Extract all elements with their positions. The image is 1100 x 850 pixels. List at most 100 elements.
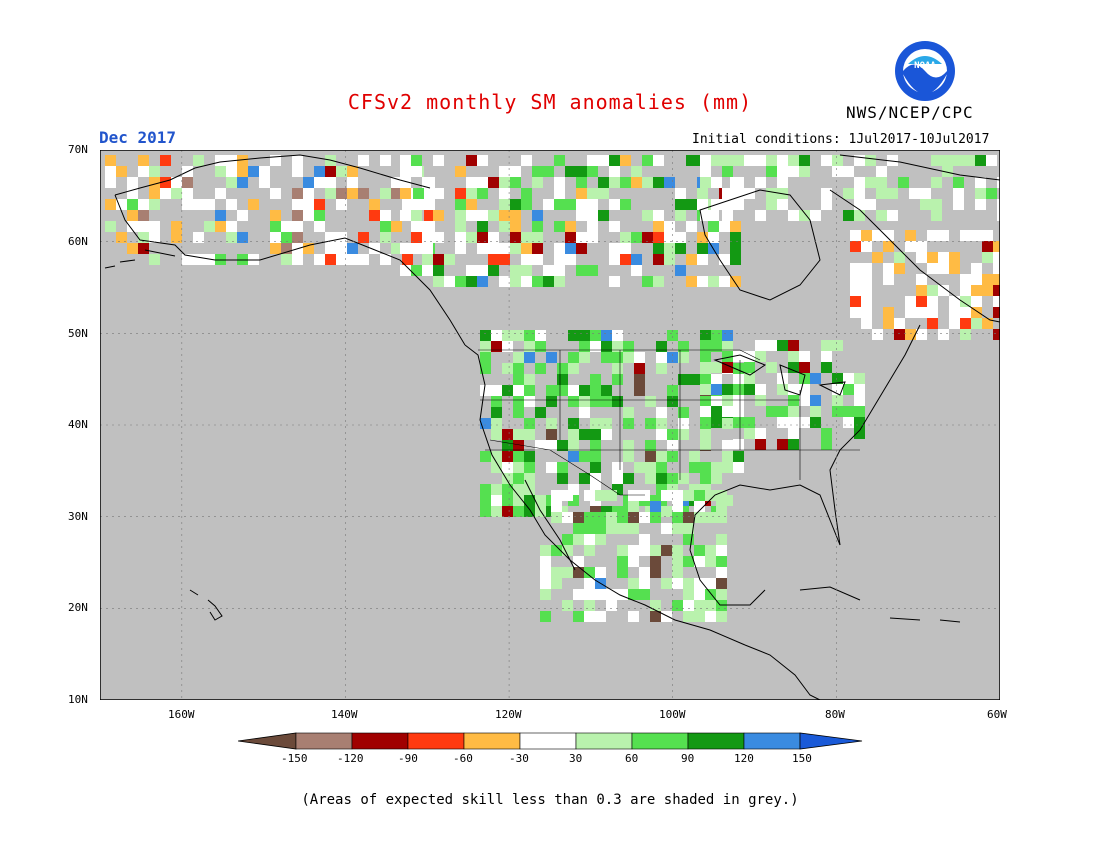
anomaly-cell bbox=[488, 265, 499, 276]
anomaly-cell bbox=[325, 166, 336, 177]
anomaly-cell bbox=[982, 285, 993, 296]
anomaly-cell bbox=[667, 330, 678, 341]
anomaly-cell bbox=[672, 545, 683, 556]
anomaly-cell bbox=[722, 341, 733, 352]
anomaly-cell bbox=[810, 373, 821, 384]
anomaly-cell bbox=[708, 232, 719, 243]
anomaly-cell bbox=[653, 210, 664, 221]
anomaly-cell bbox=[722, 210, 733, 221]
anomaly-cell bbox=[380, 188, 391, 199]
anomaly-cell bbox=[821, 199, 832, 210]
anomaly-cell bbox=[916, 285, 927, 296]
anomaly-cell bbox=[861, 285, 872, 296]
anomaly-cell bbox=[612, 462, 623, 473]
anomaly-cell bbox=[524, 396, 535, 407]
anomaly-cell bbox=[938, 263, 949, 274]
anomaly-cell bbox=[433, 254, 444, 265]
anomaly-cell bbox=[697, 243, 708, 254]
anomaly-cell bbox=[422, 254, 433, 265]
anomaly-cell bbox=[755, 351, 766, 362]
anomaly-cell bbox=[705, 512, 716, 523]
anomaly-cell bbox=[788, 351, 799, 362]
anomaly-cell bbox=[733, 384, 744, 395]
anomaly-cell bbox=[850, 241, 861, 252]
anomaly-cell bbox=[634, 374, 645, 385]
anomaly-cell bbox=[477, 155, 488, 166]
anomaly-cell bbox=[953, 199, 964, 210]
anomaly-cell bbox=[733, 451, 744, 462]
anomaly-cell bbox=[584, 512, 595, 523]
anomaly-cell bbox=[722, 155, 733, 166]
anomaly-cell bbox=[502, 330, 513, 341]
anomaly-cell bbox=[325, 232, 336, 243]
anomaly-cell bbox=[105, 155, 116, 166]
anomaly-cell bbox=[182, 177, 193, 188]
anomaly-cell bbox=[916, 252, 927, 263]
anomaly-cell bbox=[557, 385, 568, 396]
anomaly-cell bbox=[535, 363, 546, 374]
anomaly-cell bbox=[628, 523, 639, 534]
anomaly-cell bbox=[543, 276, 554, 287]
anomaly-cell bbox=[532, 221, 543, 232]
anomaly-cell bbox=[347, 166, 358, 177]
anomaly-cell bbox=[664, 232, 675, 243]
anomaly-cell bbox=[975, 199, 986, 210]
anomaly-cell bbox=[609, 199, 620, 210]
agency-label: NWS/NCEP/CPC bbox=[846, 103, 974, 122]
anomaly-cell bbox=[711, 374, 722, 385]
anomaly-cell bbox=[730, 232, 741, 243]
anomaly-cell bbox=[938, 285, 949, 296]
anomaly-cell bbox=[865, 199, 876, 210]
anomaly-cell bbox=[609, 243, 620, 254]
anomaly-cell bbox=[949, 263, 960, 274]
anomaly-cell bbox=[832, 395, 843, 406]
anomaly-cell bbox=[993, 263, 1000, 274]
anomaly-cell bbox=[686, 254, 697, 265]
anomaly-cell bbox=[336, 199, 347, 210]
anomaly-cell bbox=[138, 199, 149, 210]
anomaly-cell bbox=[510, 221, 521, 232]
anomaly-cell bbox=[854, 210, 865, 221]
anomaly-cell bbox=[400, 177, 411, 188]
anomaly-cell bbox=[711, 155, 722, 166]
anomaly-cell bbox=[700, 351, 711, 362]
anomaly-cell bbox=[502, 484, 513, 495]
anomaly-cell bbox=[480, 352, 491, 363]
anomaly-cell bbox=[686, 199, 697, 210]
anomaly-cell bbox=[513, 473, 524, 484]
anomaly-cell bbox=[524, 418, 535, 429]
anomaly-cell bbox=[697, 232, 708, 243]
anomaly-cell bbox=[573, 512, 584, 523]
anomaly-cell bbox=[391, 177, 402, 188]
anomaly-cell bbox=[369, 243, 380, 254]
anomaly-cell bbox=[664, 177, 675, 188]
anomaly-cell bbox=[601, 418, 612, 429]
anomaly-cell bbox=[617, 512, 628, 523]
anomaly-cell bbox=[916, 307, 927, 318]
anomaly-cell bbox=[861, 263, 872, 274]
lat-label-70n: 70N bbox=[68, 143, 88, 156]
anomaly-cell bbox=[628, 578, 639, 589]
anomaly-cell bbox=[683, 490, 694, 501]
anomaly-cell bbox=[722, 362, 733, 373]
anomaly-cell bbox=[595, 523, 606, 534]
anomaly-cell bbox=[650, 600, 661, 611]
anomaly-cell bbox=[667, 352, 678, 363]
anomaly-cell bbox=[568, 495, 579, 506]
anomaly-cell bbox=[281, 221, 292, 232]
anomaly-cell bbox=[683, 512, 694, 523]
anomaly-cell bbox=[799, 384, 810, 395]
anomaly-cell bbox=[499, 166, 510, 177]
anomaly-cell bbox=[777, 199, 788, 210]
anomaly-cell bbox=[499, 254, 510, 265]
anomaly-cell bbox=[960, 230, 971, 241]
anomaly-cell bbox=[380, 232, 391, 243]
anomaly-cell bbox=[722, 384, 733, 395]
anomaly-cell bbox=[733, 155, 744, 166]
anomaly-cell bbox=[953, 188, 964, 199]
anomaly-cell bbox=[568, 440, 579, 451]
anomaly-cell bbox=[697, 199, 708, 210]
anomaly-cell bbox=[127, 177, 138, 188]
anomaly-cell bbox=[546, 418, 557, 429]
anomaly-cell bbox=[730, 276, 741, 287]
